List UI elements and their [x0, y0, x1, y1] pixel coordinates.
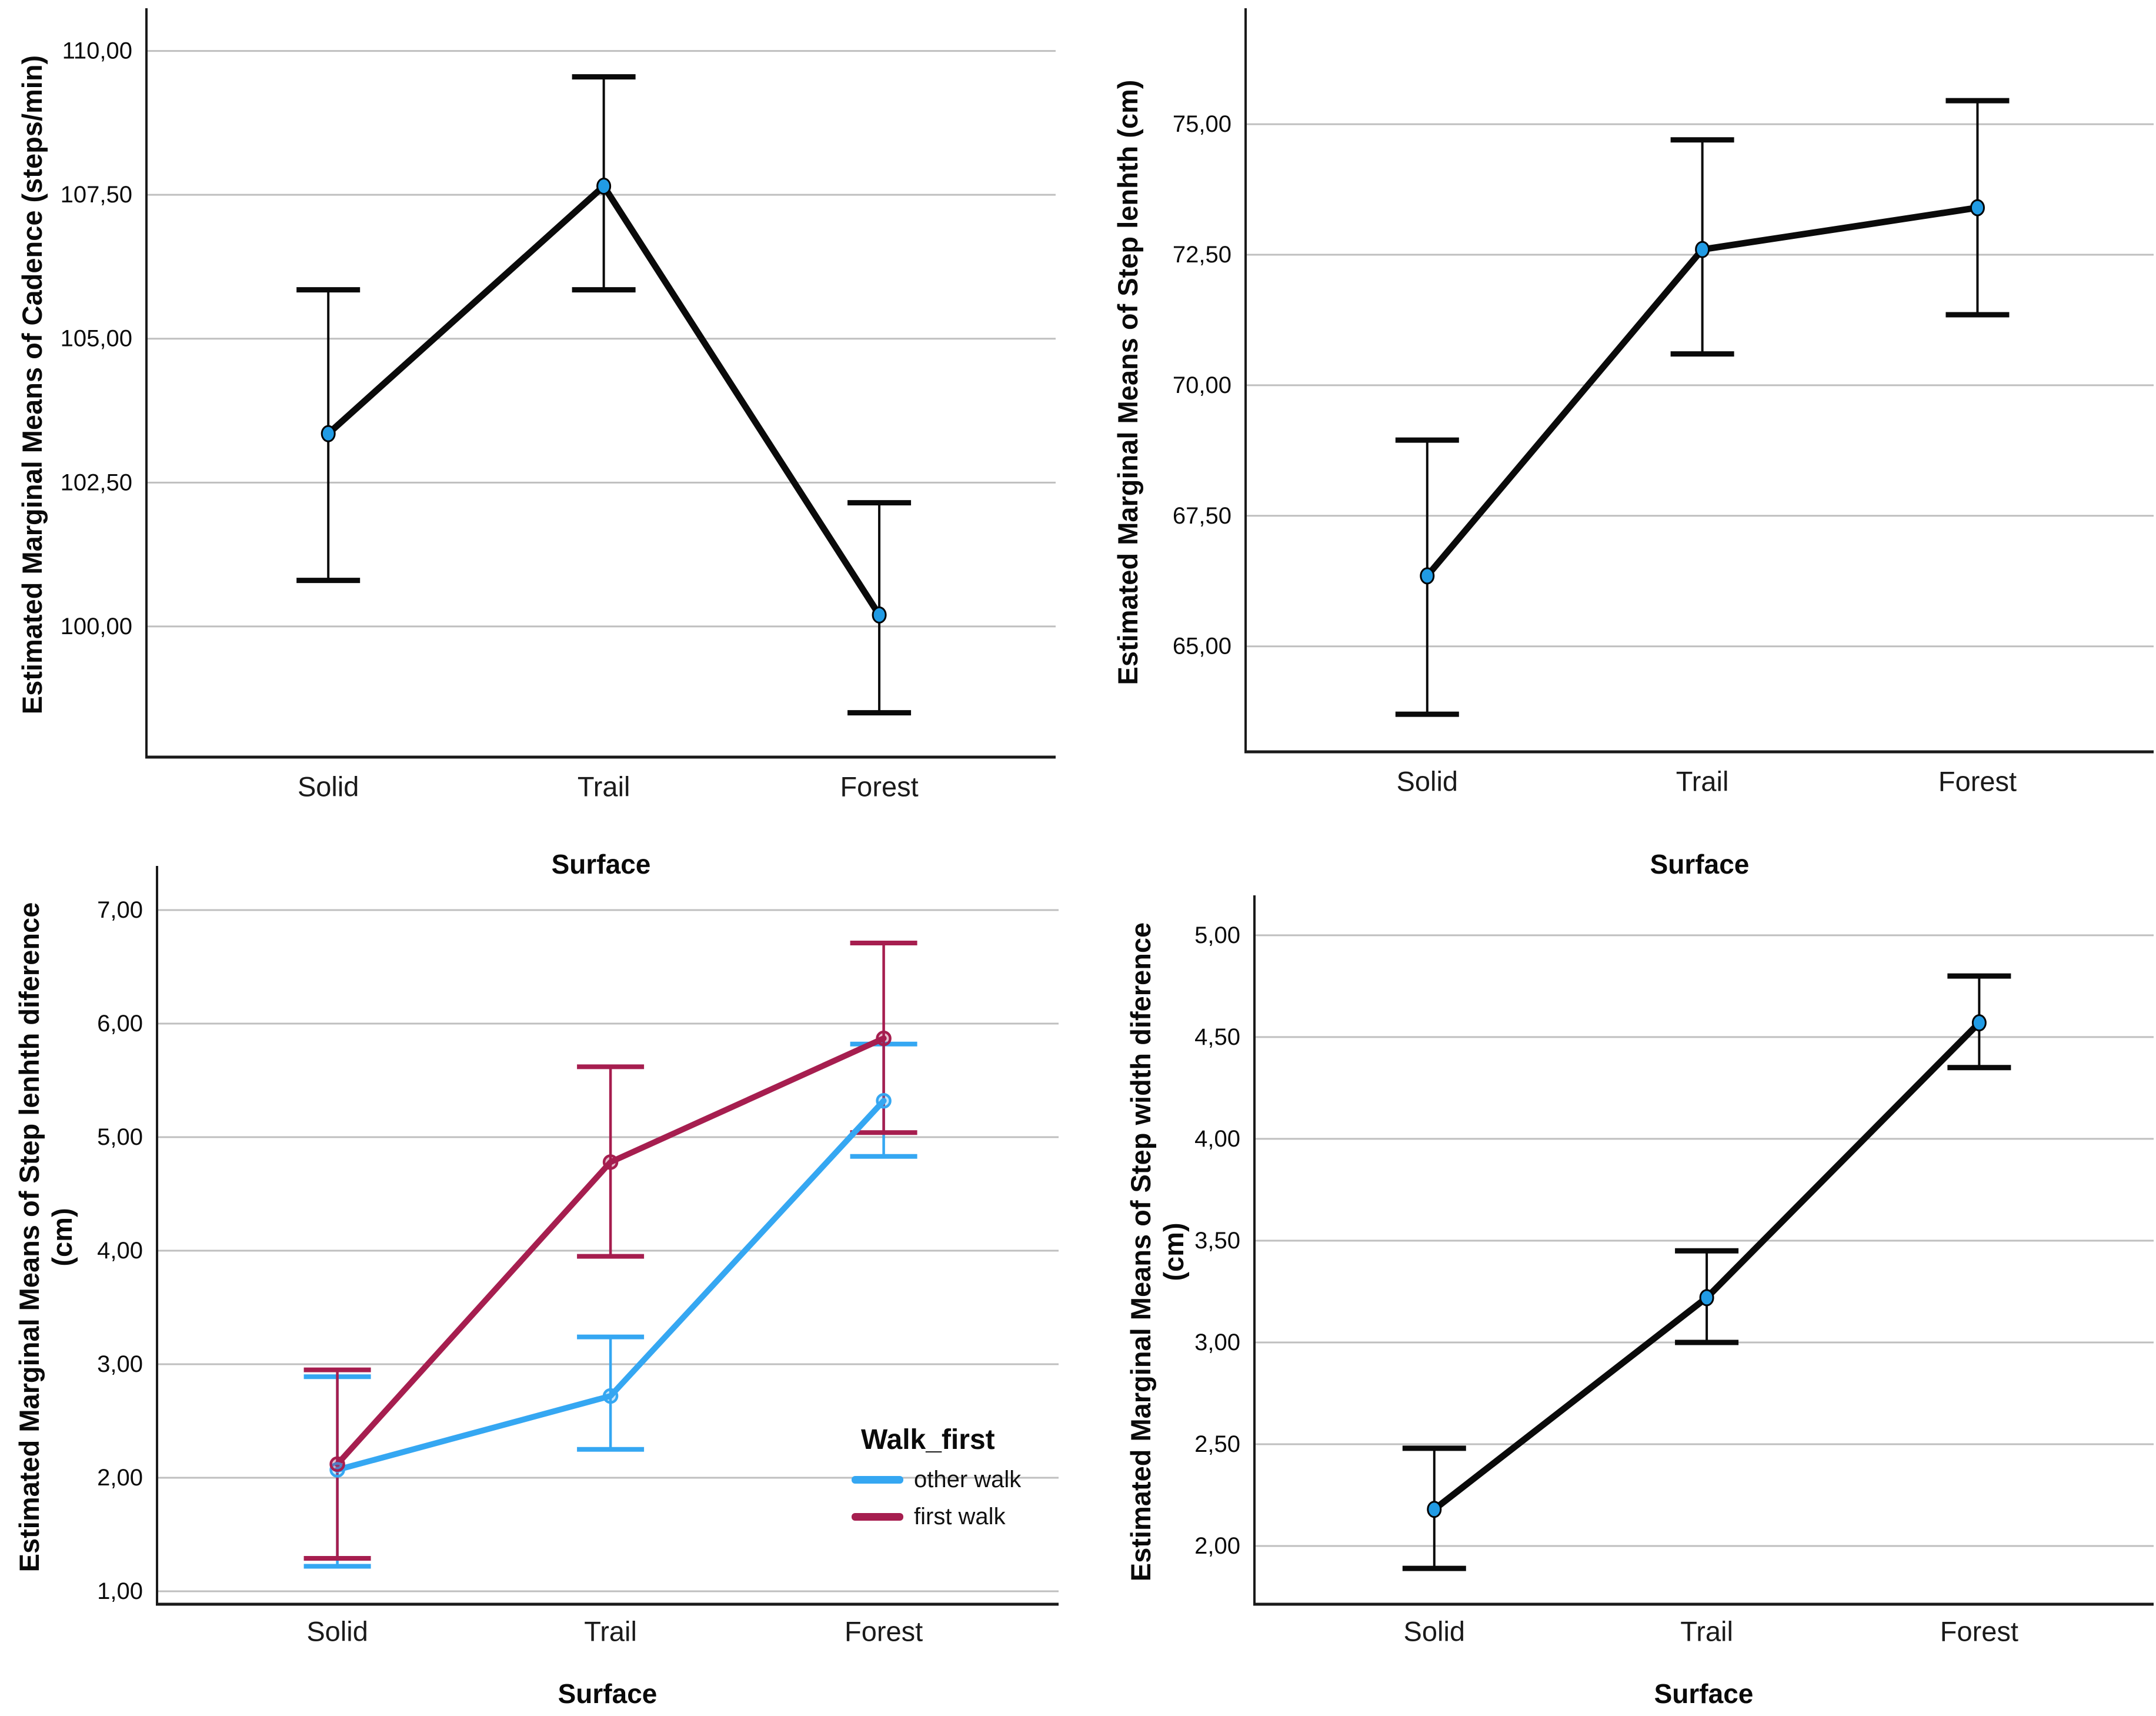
y-tick-label: 105,00: [61, 326, 132, 352]
category-label: Forest: [840, 771, 918, 802]
legend-item-other-walk: other walk: [852, 1467, 1099, 1493]
data-point-marker: [1971, 1014, 1987, 1032]
category-label: Forest: [1938, 766, 2017, 797]
y-tick-label: 5,00: [97, 1124, 143, 1150]
y-tick-label: 4,50: [1194, 1024, 1240, 1050]
data-point-marker: [1420, 567, 1435, 585]
data-point-marker: [329, 1456, 345, 1472]
y-tick-label: 2,00: [1194, 1533, 1240, 1559]
data-point-marker: [872, 606, 887, 624]
category-label: Trail: [578, 771, 630, 802]
data-point-marker: [602, 1388, 619, 1404]
y-tick-label: 3,00: [1194, 1330, 1240, 1355]
legend-swatch-0: [852, 1476, 903, 1484]
y-axis-title: Estimated Marginal Means of Cadence (ste…: [16, 0, 49, 785]
legend-title: Walk_first: [861, 1424, 995, 1455]
legend-item-first-walk: first walk: [852, 1504, 1099, 1530]
y-tick-label: 75,00: [1173, 111, 1231, 137]
data-point-marker: [876, 1092, 892, 1109]
data-point-marker: [1695, 241, 1710, 258]
y-axis-title: Estimated Marginal Means of Step width d…: [1124, 852, 1190, 1652]
y-tick-label: 2,50: [1194, 1431, 1240, 1457]
y-tick-label: 4,00: [97, 1238, 143, 1264]
y-axis-title-text: Estimated Marginal Means of Step lenhth …: [1112, 79, 1143, 685]
y-axis-title-text: Estimated Marginal Means of Step width d…: [1125, 922, 1156, 1582]
y-axis-title-unit: (cm): [46, 1208, 78, 1267]
chart-svg-1: 75,00 72,50 70,00 67,50 65,00 Solid Trail Fores…: [1173, 8, 2154, 797]
chart-cadence: 110,00 107,50 105,00 102,50 100,00 Solid Trail…: [0, 0, 1078, 894]
y-tick-label: 3,50: [1194, 1228, 1240, 1254]
series-line: [334, 1035, 887, 1467]
x-axis-title: Surface: [558, 1678, 658, 1709]
y-tick-label: 2,00: [97, 1465, 143, 1491]
category-label: Solid: [298, 771, 359, 802]
y-axis-title: Estimated Marginal Means of Step lenhth …: [13, 837, 79, 1637]
category-label: Trail: [1676, 766, 1729, 797]
chart-svg-2: 7,00 6,00 5,00 4,00 3,00 2,00 1,00 Solid Trail Fo…: [97, 866, 1059, 1647]
x-axis-title: Surface: [551, 849, 651, 879]
category-label: Solid: [306, 1616, 368, 1647]
y-tick-label: 70,00: [1173, 372, 1231, 398]
chart-svg-0: 110,00 107,50 105,00 102,50 100,00 Solid Trail…: [61, 8, 1056, 802]
y-tick-label: 72,50: [1173, 242, 1231, 268]
category-label: Solid: [1404, 1616, 1466, 1647]
y-tick-label: 6,00: [97, 1011, 143, 1037]
data-point-marker: [321, 425, 336, 442]
x-axis-title: Surface: [1654, 1678, 1754, 1709]
legend-walk-first: Walk_first other walk first walk: [852, 1424, 1099, 1530]
y-tick-label: 67,50: [1173, 503, 1231, 529]
category-label: Solid: [1397, 766, 1459, 797]
y-tick-label: 3,00: [97, 1351, 143, 1377]
data-point-marker: [1699, 1289, 1714, 1307]
y-tick-label: 4,00: [1194, 1126, 1240, 1152]
y-axis-title-text: Estimated Marginal Means of Step lenhth …: [14, 902, 45, 1572]
y-axis-title-text: Estimated Marginal Means of Cadence (ste…: [16, 55, 48, 715]
y-tick-label: 100,00: [61, 614, 132, 639]
y-axis-title-unit: (cm): [1158, 1222, 1189, 1281]
y-tick-label: 5,00: [1194, 922, 1240, 948]
chart-svg-3: 5,00 4,50 4,00 3,50 3,00 2,50 2,00 Solid Trail Fo…: [1194, 895, 2154, 1647]
legend-item-label: other walk: [914, 1467, 1022, 1492]
x-axis-title: Surface: [1650, 849, 1750, 879]
chart-step-width-difference: 5,00 4,50 4,00 3,50 3,00 2,50 2,00 Solid Trail Fo…: [1078, 858, 2156, 1716]
y-tick-label: 7,00: [97, 897, 143, 923]
y-tick-label: 107,50: [61, 182, 132, 208]
data-point-marker: [596, 177, 612, 195]
legend-swatch-1: [852, 1513, 903, 1521]
category-label: Trail: [1680, 1616, 1733, 1647]
legend-item-label: first walk: [914, 1504, 1006, 1530]
y-tick-label: 1,00: [97, 1578, 143, 1604]
data-point-marker: [602, 1154, 619, 1170]
category-label: Trail: [584, 1616, 637, 1647]
series-line: [334, 1098, 887, 1473]
category-label: Forest: [845, 1616, 923, 1647]
chart-step-length: 75,00 72,50 70,00 67,50 65,00 Solid Trail Fores…: [1078, 0, 2156, 894]
y-tick-label: 65,00: [1173, 634, 1231, 659]
data-point-marker: [1970, 199, 1985, 216]
data-point-marker: [1427, 1501, 1442, 1518]
data-point-marker: [876, 1030, 892, 1047]
y-axis-title: Estimated Marginal Means of Step lenhth …: [1112, 0, 1144, 782]
chart-step-length-difference: 7,00 6,00 5,00 4,00 3,00 2,00 1,00 Solid Trail Fo…: [0, 858, 1078, 1716]
y-tick-label: 110,00: [62, 38, 132, 64]
y-tick-label: 102,50: [61, 469, 132, 495]
category-label: Forest: [1940, 1616, 2018, 1647]
